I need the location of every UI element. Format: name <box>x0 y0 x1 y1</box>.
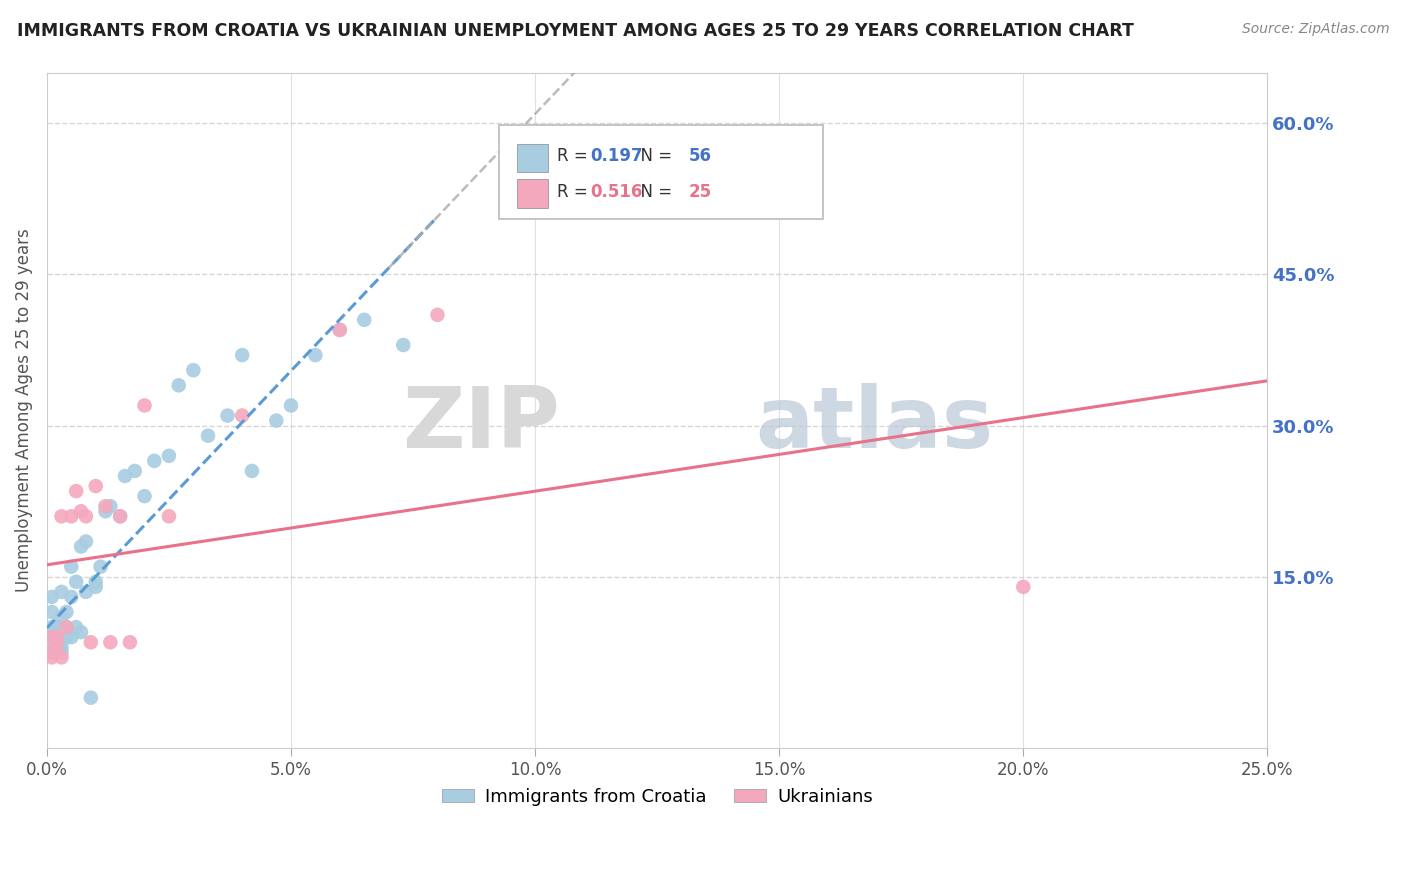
Point <box>48 640 70 655</box>
Point <box>65 574 87 589</box>
Point <box>70 540 93 554</box>
Point <box>134 399 156 413</box>
Point <box>426 308 449 322</box>
Point <box>45 645 67 659</box>
Point <box>44 640 66 655</box>
Text: IMMIGRANTS FROM CROATIA VS UKRAINIAN UNEMPLOYMENT AMONG AGES 25 TO 29 YEARS CORR: IMMIGRANTS FROM CROATIA VS UKRAINIAN UNE… <box>17 22 1133 40</box>
Point <box>124 464 146 478</box>
Point <box>98 500 121 514</box>
Point <box>280 399 302 413</box>
Text: 25: 25 <box>689 183 711 201</box>
Point <box>60 509 83 524</box>
Point <box>60 559 83 574</box>
Point <box>231 348 253 362</box>
Text: 0.197: 0.197 <box>591 147 643 165</box>
Point <box>157 449 180 463</box>
Point <box>329 323 352 337</box>
Point <box>134 489 156 503</box>
Point <box>41 620 63 634</box>
Y-axis label: Unemployment Among Ages 25 to 29 years: Unemployment Among Ages 25 to 29 years <box>15 228 32 592</box>
Point <box>90 559 112 574</box>
Point <box>1012 580 1035 594</box>
Point <box>55 605 77 619</box>
Text: N =: N = <box>630 147 678 165</box>
Point <box>84 580 107 594</box>
Point <box>108 509 131 524</box>
Point <box>94 500 117 514</box>
Point <box>55 620 77 634</box>
Point <box>240 464 263 478</box>
Point <box>45 620 67 634</box>
Point <box>41 650 63 665</box>
Point <box>84 574 107 589</box>
Legend: Immigrants from Croatia, Ukrainians: Immigrants from Croatia, Ukrainians <box>434 780 880 814</box>
Point <box>51 640 73 655</box>
Point <box>183 363 205 377</box>
Point <box>65 484 87 499</box>
Point <box>41 630 63 644</box>
Point <box>167 378 190 392</box>
Text: N =: N = <box>630 183 678 201</box>
Point <box>45 645 67 659</box>
Point <box>157 509 180 524</box>
Point <box>84 479 107 493</box>
Point <box>98 635 121 649</box>
Point <box>114 469 136 483</box>
Point <box>51 630 73 644</box>
Point <box>266 414 288 428</box>
Text: ZIP: ZIP <box>402 383 560 466</box>
Point <box>94 504 117 518</box>
Point <box>80 635 103 649</box>
Point <box>80 690 103 705</box>
Text: R =: R = <box>557 147 593 165</box>
Point <box>51 610 73 624</box>
Point <box>51 585 73 599</box>
Point <box>41 590 63 604</box>
Point <box>41 630 63 644</box>
Text: Source: ZipAtlas.com: Source: ZipAtlas.com <box>1241 22 1389 37</box>
Point <box>48 630 70 644</box>
Point <box>75 534 97 549</box>
Point <box>70 625 93 640</box>
Point <box>75 509 97 524</box>
Point <box>45 630 67 644</box>
Point <box>41 605 63 619</box>
Point <box>41 645 63 659</box>
Point <box>329 323 352 337</box>
Point <box>75 585 97 599</box>
Point <box>108 509 131 524</box>
Point <box>231 409 253 423</box>
Point <box>60 630 83 644</box>
Point <box>60 590 83 604</box>
Point <box>392 338 415 352</box>
Text: 56: 56 <box>689 147 711 165</box>
Point <box>38 645 60 659</box>
Point <box>304 348 326 362</box>
Point <box>197 428 219 442</box>
Point <box>55 620 77 634</box>
Text: R =: R = <box>557 183 593 201</box>
Point <box>217 409 239 423</box>
Point <box>118 635 141 649</box>
Point <box>353 313 375 327</box>
Point <box>143 454 166 468</box>
Point <box>44 630 66 644</box>
Point <box>45 635 67 649</box>
Text: 0.516: 0.516 <box>591 183 643 201</box>
Point <box>45 630 67 644</box>
Point <box>45 640 67 655</box>
Point <box>51 645 73 659</box>
Text: atlas: atlas <box>755 383 993 466</box>
Point <box>51 509 73 524</box>
Point <box>70 504 93 518</box>
Point <box>55 630 77 644</box>
Point <box>51 650 73 665</box>
Point <box>45 625 67 640</box>
Point <box>48 620 70 634</box>
Point <box>65 620 87 634</box>
